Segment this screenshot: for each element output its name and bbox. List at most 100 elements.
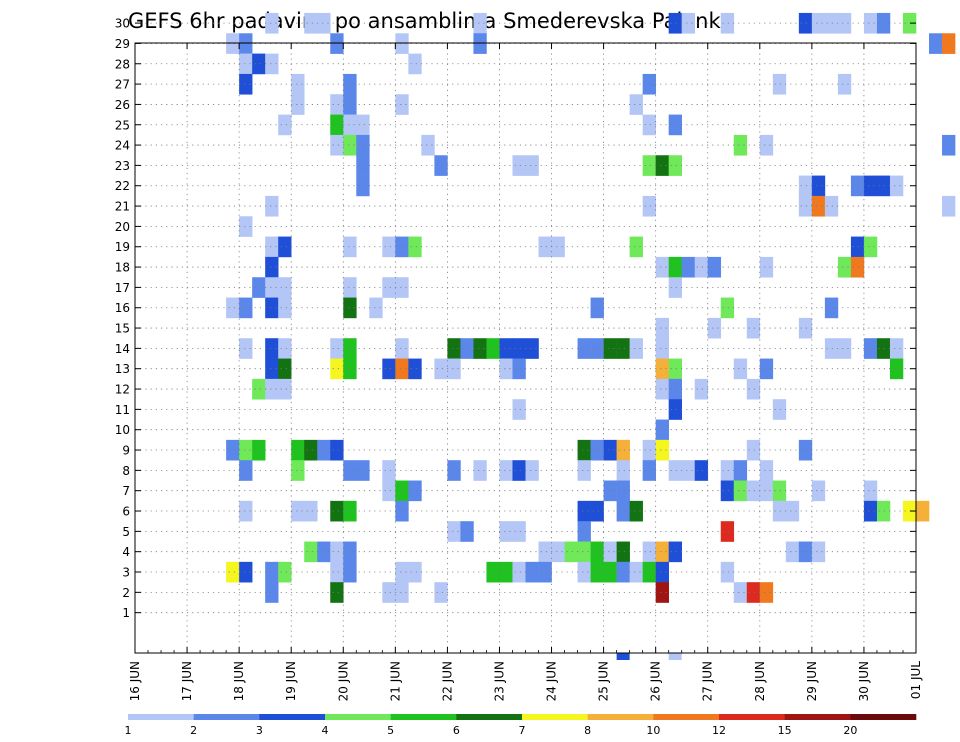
colorbar-legend: 1 2 3 4 5 6 7 8 10 12 15 20 — [125, 714, 917, 737]
heatmap-cell — [343, 94, 357, 115]
heatmap-cell — [655, 256, 669, 278]
heatmap-cell — [343, 500, 357, 522]
heatmap-cell — [746, 582, 761, 603]
heatmap-cell — [655, 155, 669, 176]
heatmap-cell — [473, 12, 487, 34]
heatmap-cell — [590, 297, 604, 319]
heatmap-cell — [525, 155, 539, 176]
heatmap-cell — [603, 541, 617, 563]
heatmap-cell — [330, 33, 344, 54]
colorbar-label: 3 — [256, 724, 263, 737]
heatmap-cell — [486, 561, 500, 583]
heatmap-cell — [772, 500, 787, 522]
heatmap-cell — [759, 480, 774, 502]
heatmap-cell — [902, 12, 917, 34]
heatmap-cell — [616, 439, 630, 461]
y-tick-label: 3 — [122, 566, 130, 580]
y-tick-label: 14 — [115, 342, 130, 356]
heatmap-cell — [733, 134, 748, 156]
heatmap-cell — [343, 460, 357, 481]
colorbar-label: 7 — [519, 724, 526, 737]
colorbar-label: 12 — [712, 724, 726, 737]
heatmap-cell — [512, 561, 526, 583]
heatmap-cell — [525, 460, 539, 481]
heatmap-cell — [447, 460, 461, 481]
x-tick-label: 20 JUN — [336, 661, 350, 701]
y-tick-label: 8 — [122, 464, 130, 478]
heatmap-cell — [343, 358, 357, 380]
heatmap-cell — [252, 439, 266, 461]
x-tick-label: 27 JUN — [701, 661, 715, 701]
heatmap-cell — [343, 134, 357, 156]
heatmap-cell — [330, 358, 344, 380]
heatmap-cell — [304, 500, 318, 522]
heatmap-cell — [499, 521, 513, 542]
heatmap-cell — [512, 399, 526, 420]
heatmap-cell — [382, 236, 396, 258]
heatmap-cell — [759, 460, 774, 481]
colorbar-label: 6 — [453, 724, 460, 737]
heatmap-cell — [265, 358, 279, 380]
heatmap-cell — [824, 12, 839, 34]
heatmap-cell — [876, 500, 891, 522]
heatmap-cell — [473, 33, 487, 54]
heatmap-cell — [668, 277, 682, 298]
x-tick-label: 18 JUN — [232, 661, 246, 701]
heatmap-cell — [668, 358, 682, 380]
heatmap-cell — [538, 236, 552, 258]
heatmap-cell — [772, 73, 787, 95]
y-axis-ticks: 1234567891011121314151617181920212223242… — [115, 17, 916, 620]
heatmap-cell — [512, 358, 526, 380]
heatmap-cell — [863, 175, 878, 197]
heatmap-cell — [278, 338, 292, 359]
y-tick-label: 1 — [122, 606, 130, 620]
y-tick-label: 28 — [115, 57, 130, 71]
heatmap-cell — [278, 236, 292, 258]
heatmap-cell — [889, 338, 904, 359]
heatmap-cell — [577, 338, 591, 359]
heatmap-cell — [811, 541, 826, 563]
heatmap-cell — [330, 541, 344, 563]
heatmap-cell — [616, 541, 630, 563]
heatmap-cell — [239, 500, 253, 522]
heatmap-cell — [850, 256, 865, 278]
heatmap-cell — [863, 500, 878, 522]
heatmap-cell — [382, 480, 396, 502]
heatmap-cell — [850, 175, 865, 197]
heatmap-cell — [265, 195, 279, 217]
heatmap-cell — [291, 94, 305, 115]
y-tick-label: 20 — [115, 220, 130, 234]
heatmap-cell — [395, 480, 409, 502]
heatmap-cell — [837, 12, 852, 34]
y-tick-label: 12 — [115, 383, 130, 397]
heatmap-cell — [629, 500, 643, 522]
heatmap-cell — [655, 338, 669, 359]
heatmap-cell — [798, 439, 813, 461]
heatmap-cell — [265, 236, 279, 258]
heatmap-cell — [811, 12, 826, 34]
heatmap-cell — [356, 134, 370, 156]
heatmap-cell — [577, 460, 591, 481]
heatmap-cell — [603, 338, 617, 359]
heatmap-cell — [772, 480, 787, 502]
heatmap-cell — [356, 460, 370, 481]
heatmap-cell — [850, 236, 865, 258]
heatmap-cell — [473, 460, 487, 481]
heatmap-cell — [317, 439, 331, 461]
heatmap-cell — [434, 155, 448, 176]
y-tick-label: 13 — [115, 362, 130, 376]
heatmap-cell — [772, 399, 787, 420]
heatmap-cell — [629, 338, 643, 359]
heatmap-cell — [278, 114, 292, 136]
y-tick-label: 19 — [115, 240, 130, 254]
colorbar-segment — [193, 714, 260, 720]
heatmap-cell — [668, 114, 682, 136]
heatmap-cell — [330, 114, 344, 136]
heatmap-cell — [317, 541, 331, 563]
heatmap-cell — [239, 439, 253, 461]
heatmap-cell — [668, 541, 682, 563]
heatmap-cell — [434, 582, 448, 603]
heatmap-cell — [590, 439, 604, 461]
heatmap-cell — [694, 256, 709, 278]
heatmap-cell — [668, 155, 682, 176]
